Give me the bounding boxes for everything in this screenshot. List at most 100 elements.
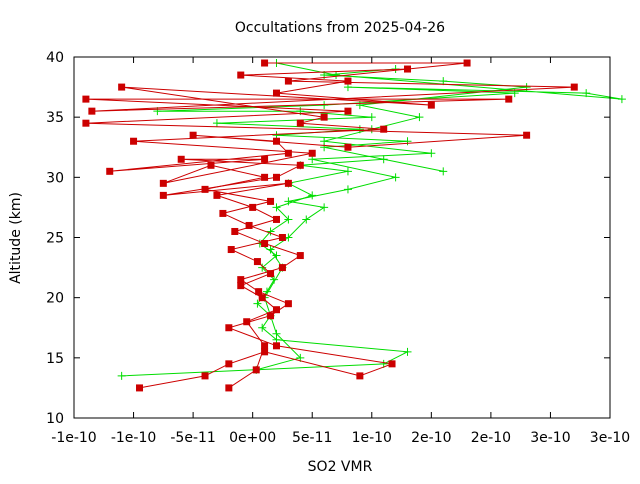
data-point <box>284 300 292 308</box>
x-tick-label: 3e-10 <box>530 430 570 446</box>
data-point <box>427 149 436 158</box>
data-point <box>237 71 245 79</box>
y-axis-label: Altitude (km) <box>8 192 24 284</box>
x-tick-label: 2e-10 <box>471 430 511 446</box>
data-point <box>284 197 293 206</box>
data-point <box>249 203 257 211</box>
data-point <box>505 95 513 103</box>
data-point <box>427 101 435 109</box>
data-point <box>403 137 412 146</box>
data-point <box>153 107 162 116</box>
data-point <box>267 270 275 278</box>
data-point <box>308 191 317 200</box>
series-2 <box>82 59 578 392</box>
data-point <box>344 77 352 85</box>
data-point <box>272 203 281 212</box>
data-point <box>159 191 167 199</box>
data-point <box>439 77 448 86</box>
data-point <box>225 360 233 368</box>
data-point <box>219 209 227 217</box>
data-point <box>258 323 267 332</box>
data-point <box>617 95 626 104</box>
series-line <box>85 62 575 389</box>
data-point <box>261 59 269 67</box>
data-point <box>391 173 400 182</box>
y-tick-label: 25 <box>46 231 64 247</box>
data-point <box>261 173 269 181</box>
data-point <box>302 215 311 224</box>
data-point <box>272 137 280 145</box>
data-point <box>343 185 352 194</box>
data-point <box>284 77 292 85</box>
data-point <box>106 167 114 175</box>
data-point <box>261 155 269 163</box>
y-tick-label: 20 <box>46 291 64 307</box>
data-point <box>207 161 215 169</box>
data-point <box>379 155 388 164</box>
data-point <box>344 107 352 115</box>
x-tick-label: 5e-11 <box>292 430 332 446</box>
series-line <box>121 62 622 377</box>
data-point <box>367 113 376 122</box>
series-3 <box>118 65 435 392</box>
tick-layer: -1e-10 -1e-10 -5e-11 0e+00 5e-11 1e-10 2e-10 2e… <box>46 50 630 446</box>
data-point <box>415 113 424 122</box>
chart-title: Occultations from 2025-04-26 <box>235 20 445 36</box>
data-point <box>253 258 261 266</box>
data-point <box>130 137 138 145</box>
data-point <box>403 347 412 356</box>
data-point <box>272 306 280 314</box>
data-point <box>272 89 280 97</box>
data-point <box>255 288 263 296</box>
x-tick-label: 2e-10 <box>411 430 451 446</box>
data-point <box>82 95 90 103</box>
data-point <box>278 234 286 241</box>
data-point <box>296 252 304 260</box>
x-tick-label: -1e-10 <box>51 430 96 446</box>
data-point <box>272 215 280 223</box>
x-tick-label: -1e-10 <box>111 430 156 446</box>
data-point <box>177 155 185 163</box>
y-tick-label: 30 <box>46 170 64 186</box>
data-point <box>258 294 266 302</box>
data-point <box>237 282 245 290</box>
y-tick-label: 15 <box>46 351 64 367</box>
data-point <box>320 113 328 121</box>
data-point <box>88 107 96 115</box>
y-tick-label: 10 <box>46 411 64 427</box>
data-point <box>227 246 235 254</box>
data-point <box>388 360 396 368</box>
data-point <box>439 167 448 176</box>
data-point <box>284 179 292 187</box>
data-point <box>212 119 221 128</box>
data-point <box>380 125 388 133</box>
data-point <box>261 240 269 248</box>
y-tick-label: 35 <box>46 110 64 126</box>
data-point <box>284 215 293 224</box>
data-point <box>284 149 292 157</box>
data-point <box>266 227 275 236</box>
data-point <box>570 83 578 91</box>
data-point <box>237 276 245 284</box>
data-point <box>404 65 412 73</box>
data-point <box>332 71 341 80</box>
data-point <box>272 342 280 350</box>
data-point <box>267 197 275 205</box>
data-point <box>320 137 329 146</box>
data-point <box>258 263 267 272</box>
plot-frame <box>73 56 611 419</box>
data-point <box>343 167 352 176</box>
data-point <box>296 119 304 127</box>
data-point <box>261 342 269 350</box>
x-tick-label: 3e-10 <box>590 430 630 446</box>
data-point <box>320 203 329 212</box>
data-point <box>245 221 253 229</box>
x-tick-label: 0e+00 <box>229 430 276 446</box>
x-tick-label: -5e-11 <box>170 430 215 446</box>
data-point <box>253 299 262 308</box>
data-point <box>356 372 364 380</box>
data-point <box>261 348 269 356</box>
x-tick-label: 1e-10 <box>352 430 392 446</box>
data-point <box>118 83 126 91</box>
